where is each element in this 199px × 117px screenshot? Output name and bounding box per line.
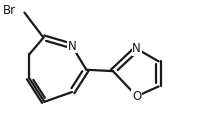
Text: Br: Br [3, 4, 16, 17]
Text: N: N [68, 40, 76, 53]
Text: N: N [132, 42, 141, 55]
Text: O: O [132, 90, 141, 103]
